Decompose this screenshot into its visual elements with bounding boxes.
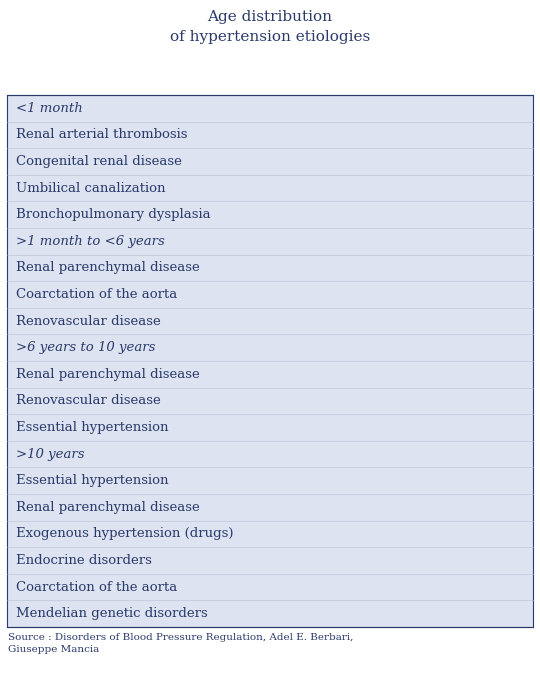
Text: Essential hypertension: Essential hypertension: [16, 421, 168, 434]
Text: Renal parenchymal disease: Renal parenchymal disease: [16, 501, 200, 514]
Text: Umbilical canalization: Umbilical canalization: [16, 181, 165, 194]
Text: Coarctation of the aorta: Coarctation of the aorta: [16, 581, 177, 594]
Text: Source : Disorders of Blood Pressure Regulation, Adel E. Berbari,
Giuseppe Manci: Source : Disorders of Blood Pressure Reg…: [8, 633, 353, 655]
Text: Bronchopulmonary dysplasia: Bronchopulmonary dysplasia: [16, 208, 211, 221]
Text: Exogenous hypertension (drugs): Exogenous hypertension (drugs): [16, 528, 233, 541]
Text: >10 years: >10 years: [16, 448, 84, 460]
Text: >1 month to <6 years: >1 month to <6 years: [16, 235, 165, 248]
Text: Renovascular disease: Renovascular disease: [16, 394, 161, 407]
Text: <1 month: <1 month: [16, 102, 83, 115]
Text: Renal parenchymal disease: Renal parenchymal disease: [16, 368, 200, 381]
Text: Essential hypertension: Essential hypertension: [16, 474, 168, 487]
Text: Coarctation of the aorta: Coarctation of the aorta: [16, 288, 177, 301]
Text: Mendelian genetic disorders: Mendelian genetic disorders: [16, 607, 208, 620]
Text: Congenital renal disease: Congenital renal disease: [16, 155, 182, 168]
Text: Endocrine disorders: Endocrine disorders: [16, 554, 152, 567]
Bar: [7, 95, 533, 627]
Text: Renovascular disease: Renovascular disease: [16, 315, 161, 328]
Text: >6 years to 10 years: >6 years to 10 years: [16, 341, 156, 354]
Text: Renal parenchymal disease: Renal parenchymal disease: [16, 261, 200, 274]
Text: Age distribution
of hypertension etiologies: Age distribution of hypertension etiolog…: [170, 10, 370, 43]
Text: Renal arterial thrombosis: Renal arterial thrombosis: [16, 128, 187, 142]
